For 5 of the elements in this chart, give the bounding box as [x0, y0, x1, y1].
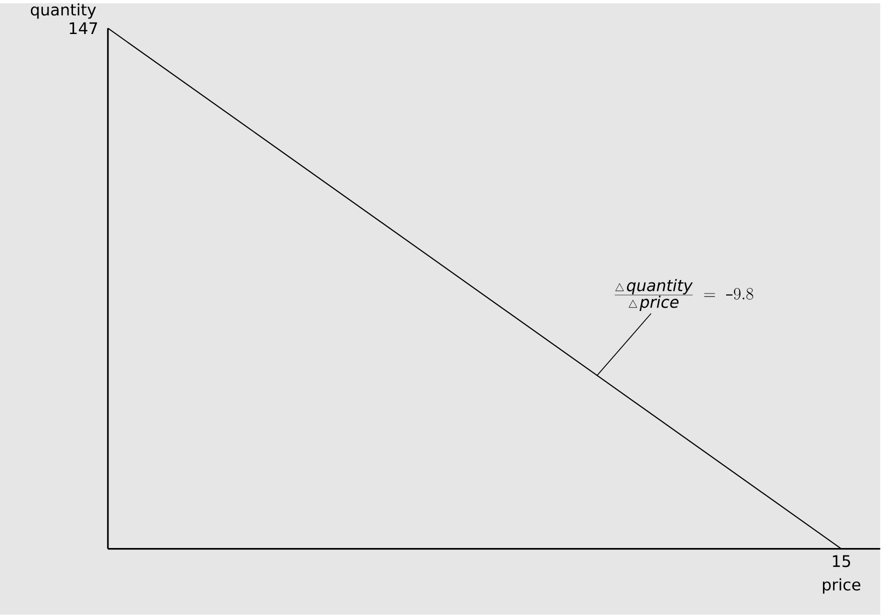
x-axis-title: price: [822, 578, 860, 594]
annotation: $\frac{\bigtriangleup\,\textit{quantity}}{\bigtriangleup\,\textit{price}} \;=\; \textrm{–}9.8$: [614, 279, 754, 312]
y-axis-title: quantity: [30, 3, 96, 19]
annotation: 147: [70, 22, 98, 34]
text: 15: [832, 555, 850, 568]
